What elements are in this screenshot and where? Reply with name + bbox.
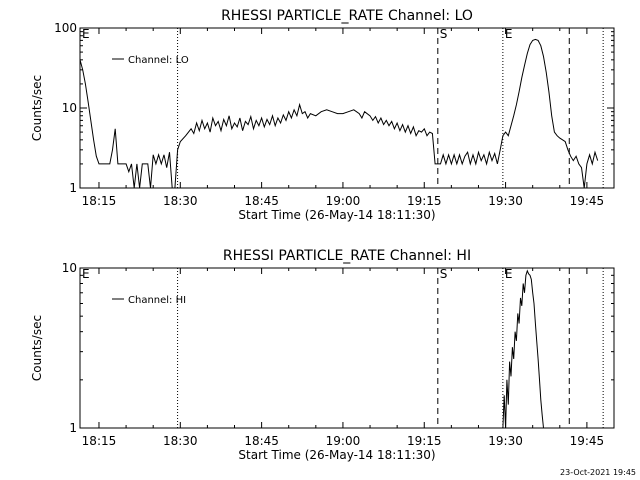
x-tick-label: 19:15 bbox=[407, 434, 442, 448]
marker-label: S bbox=[440, 27, 448, 41]
marker-label: E bbox=[82, 27, 90, 41]
marker-label: E bbox=[505, 267, 513, 281]
x-tick-label: 19:00 bbox=[326, 434, 361, 448]
y-tick-label: 10 bbox=[62, 261, 77, 275]
x-tick-label: 18:30 bbox=[163, 434, 198, 448]
x-tick-label: 18:15 bbox=[82, 434, 117, 448]
x-tick-label: 19:30 bbox=[488, 194, 523, 208]
y-tick-label: 1 bbox=[69, 421, 77, 435]
chart-title: RHESSI PARTICLE_RATE Channel: HI bbox=[223, 248, 471, 264]
x-tick-label: 19:45 bbox=[570, 194, 605, 208]
x-tick-label: 19:15 bbox=[407, 194, 442, 208]
x-tick-label: 19:30 bbox=[488, 434, 523, 448]
series-line-lo bbox=[79, 38, 599, 189]
legend-label: Channel: LO bbox=[128, 55, 189, 66]
x-tick-label: 18:15 bbox=[82, 194, 117, 208]
y-axis-label: Counts/sec bbox=[30, 75, 44, 141]
marker-label: S bbox=[440, 267, 448, 281]
x-tick-label: 18:45 bbox=[244, 194, 279, 208]
generation-timestamp: 23-Oct-2021 19:45 bbox=[560, 468, 636, 477]
plot-frame bbox=[79, 267, 615, 429]
series-line-hi bbox=[502, 269, 544, 429]
chart-title: RHESSI PARTICLE_RATE Channel: LO bbox=[221, 8, 473, 24]
y-tick-label: 10 bbox=[62, 101, 77, 115]
marker-label: E bbox=[505, 27, 513, 41]
y-axis-label: Counts/sec bbox=[30, 315, 44, 381]
x-tick-label: 19:45 bbox=[570, 434, 605, 448]
marker-label: E bbox=[82, 267, 90, 281]
y-tick-label: 100 bbox=[54, 21, 77, 35]
panel-hi: RHESSI PARTICLE_RATE Channel: HI 18:15 18:… bbox=[30, 248, 615, 462]
y-tick-label: 1 bbox=[69, 181, 77, 195]
x-axis-label: Start Time (26-May-14 18:11:30) bbox=[238, 448, 435, 462]
plot-frame bbox=[79, 27, 615, 189]
legend-label: Channel: HI bbox=[128, 295, 186, 306]
x-tick-label: 18:30 bbox=[163, 194, 198, 208]
x-tick-label: 19:00 bbox=[326, 194, 361, 208]
x-tick-label: 18:45 bbox=[244, 434, 279, 448]
panel-lo: RHESSI PARTICLE_RATE Channel: LO 18:15 18:… bbox=[30, 8, 615, 222]
x-axis-label: Start Time (26-May-14 18:11:30) bbox=[238, 208, 435, 222]
